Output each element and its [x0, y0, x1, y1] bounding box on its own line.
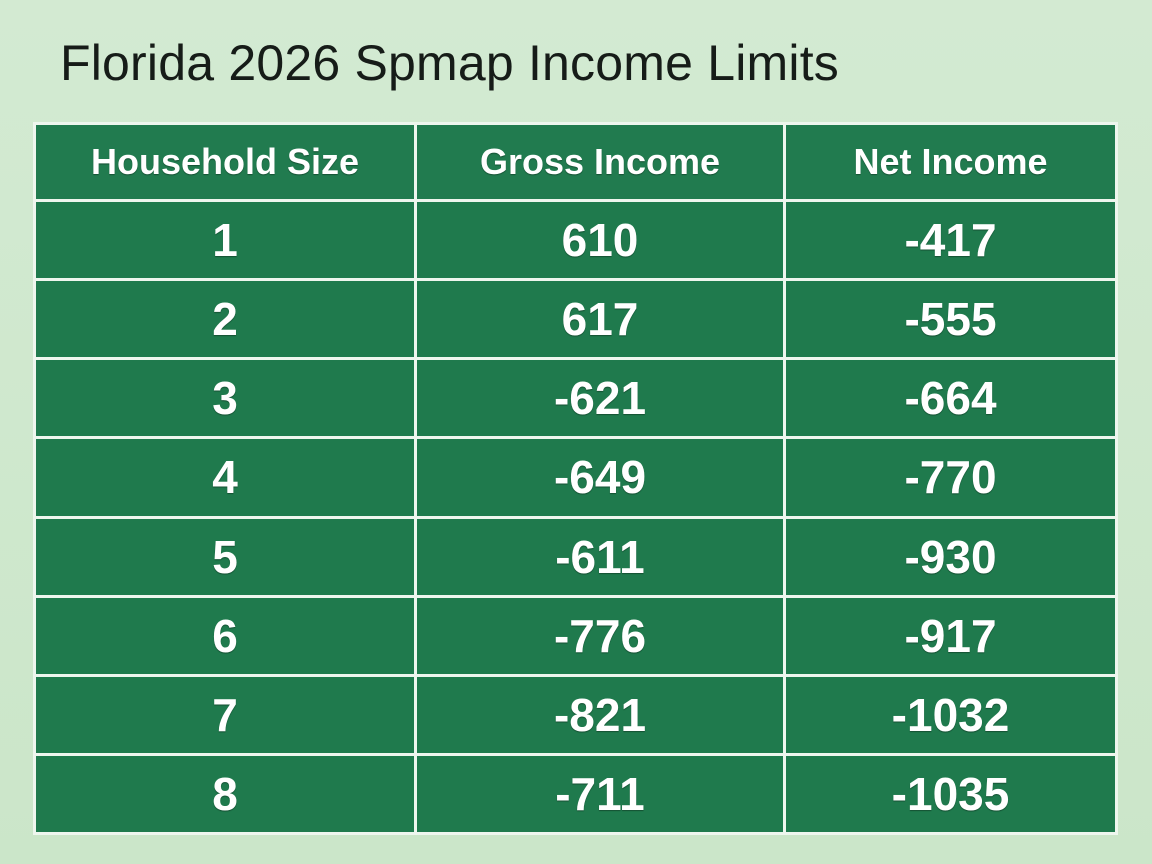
table-row: 2 617 -555: [36, 281, 1115, 358]
gross-income-cell: -611: [417, 518, 783, 595]
table-row: 6 -776 -917: [36, 597, 1115, 674]
gross-income-cell: 617: [417, 281, 783, 358]
table-row: 4 -649 -770: [36, 439, 1115, 516]
household-size-cell: 1: [36, 202, 414, 279]
gross-income-cell: -821: [417, 676, 783, 753]
net-income-cell: -930: [786, 518, 1115, 595]
table-row: 7 -821 -1032: [36, 676, 1115, 753]
header-gross-income: Gross Income: [417, 125, 783, 199]
net-income-cell: -770: [786, 439, 1115, 516]
net-income-cell: -1032: [786, 676, 1115, 753]
household-size-cell: 3: [36, 360, 414, 437]
gross-income-cell: -776: [417, 597, 783, 674]
net-income-cell: -555: [786, 281, 1115, 358]
table-row: 1 610 -417: [36, 202, 1115, 279]
gross-income-cell: 610: [417, 202, 783, 279]
net-income-cell: -664: [786, 360, 1115, 437]
net-income-cell: -417: [786, 202, 1115, 279]
net-income-cell: -917: [786, 597, 1115, 674]
income-limits-table-container: Household Size Gross Income Net Income 1…: [33, 122, 1118, 835]
header-household-size: Household Size: [36, 125, 414, 199]
net-income-cell: -1035: [786, 755, 1115, 832]
household-size-cell: 6: [36, 597, 414, 674]
household-size-cell: 4: [36, 439, 414, 516]
household-size-cell: 5: [36, 518, 414, 595]
household-size-cell: 8: [36, 755, 414, 832]
table-row: 8 -711 -1035: [36, 755, 1115, 832]
gross-income-cell: -621: [417, 360, 783, 437]
household-size-cell: 2: [36, 281, 414, 358]
household-size-cell: 7: [36, 676, 414, 753]
table-row: 3 -621 -664: [36, 360, 1115, 437]
income-limits-table: Household Size Gross Income Net Income 1…: [33, 122, 1118, 835]
gross-income-cell: -649: [417, 439, 783, 516]
table-header-row: Household Size Gross Income Net Income: [36, 125, 1115, 199]
gross-income-cell: -711: [417, 755, 783, 832]
table-row: 5 -611 -930: [36, 518, 1115, 595]
header-net-income: Net Income: [786, 125, 1115, 199]
page-title: Florida 2026 Spmap Income Limits: [60, 35, 839, 91]
